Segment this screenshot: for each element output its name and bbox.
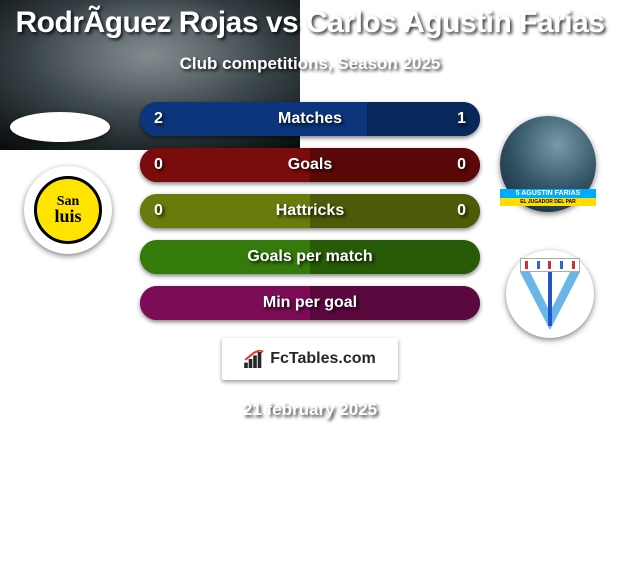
club-badge-right (506, 250, 594, 338)
watermark: FcTables.com (222, 338, 398, 380)
avatar-caption-top: 5 AGUSTIN FARIAS (500, 189, 596, 198)
stat-row: 0 Goals 0 (140, 148, 480, 182)
page-title: RodrÃ­guez Rojas vs Carlos Agustin Faria… (15, 6, 604, 40)
stat-label: Matches (278, 110, 342, 128)
stat-rows: 2 Matches 1 0 Goals 0 0 Hattricks 0 Goals per mat… (140, 102, 480, 320)
avatar-caption-bottom: EL JUGADOR DEL PAR (500, 198, 596, 206)
date-text: 21 february 2025 (243, 400, 377, 420)
stat-label: Hattricks (276, 202, 344, 220)
san-luis-icon: Sanluis (34, 176, 102, 244)
stat-right-value: 1 (457, 110, 466, 128)
stats-area: 5 AGUSTIN FARIAS EL JUGADOR DEL PAR Sanl… (0, 102, 620, 332)
subtitle: Club competitions, Season 2025 (180, 54, 441, 74)
stat-row: Min per goal (140, 286, 480, 320)
stat-row: 2 Matches 1 (140, 102, 480, 136)
watermark-text: FcTables.com (270, 350, 376, 368)
club-badge-left: Sanluis (24, 166, 112, 254)
stat-left-value: 0 (154, 202, 163, 220)
stat-right-value: 0 (457, 202, 466, 220)
stat-right-value: 0 (457, 156, 466, 174)
stat-fill-right (310, 148, 480, 182)
uc-chile-icon (520, 258, 580, 330)
stat-left-value: 0 (154, 156, 163, 174)
player-right-avatar: 5 AGUSTIN FARIAS EL JUGADOR DEL PAR (500, 116, 596, 212)
stat-left-value: 2 (154, 110, 163, 128)
player-left-avatar (10, 112, 110, 142)
chart-icon (244, 350, 266, 368)
stat-row: Goals per match (140, 240, 480, 274)
stat-label: Goals per match (247, 248, 372, 266)
stat-label: Min per goal (263, 294, 357, 312)
stat-fill-left (140, 148, 310, 182)
stat-label: Goals (288, 156, 332, 174)
stat-row: 0 Hattricks 0 (140, 194, 480, 228)
